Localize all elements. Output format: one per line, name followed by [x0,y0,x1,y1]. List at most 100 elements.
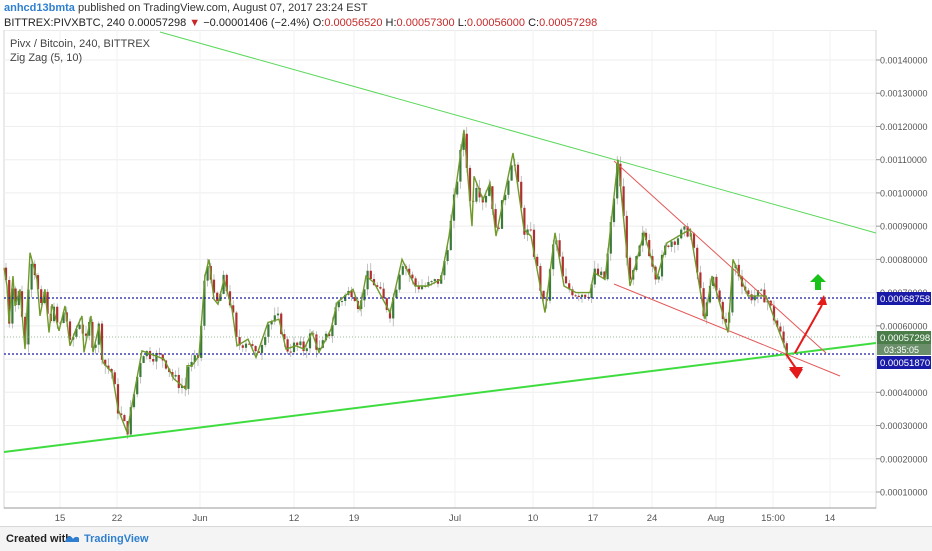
candle-body [161,354,164,361]
x-tick-label: Aug [708,513,725,524]
candle-body [414,278,417,287]
time-axis[interactable]: 15 22 Jun 12 19 Jul 10 17 24 Aug 15:00 14 [4,507,876,524]
candle-body [27,289,30,345]
candle-body [276,313,280,316]
candle-body [667,245,670,247]
candle-body [446,250,449,262]
candle-body [78,324,81,329]
candle-body [4,267,8,281]
candle-body [510,165,513,181]
zigzag-line [3,129,789,435]
candle-body [468,167,472,201]
candle-body [94,344,97,348]
candle-body [379,286,382,289]
candle-body [228,291,232,306]
candle-body [542,290,545,299]
symbol-line: BITTREX:PIVXBTC, 240 [4,17,126,29]
candle-body [676,238,680,245]
candle-body [187,366,190,389]
candle-body [225,274,228,292]
y-tick-label: 0.00090000 [880,222,928,232]
candle-body [20,291,24,317]
candle-body [222,274,225,294]
candle-body [609,222,612,254]
candle-body [270,321,273,325]
candle-body [257,351,260,353]
candle-body [305,348,308,352]
candle-body [369,270,372,280]
candle-body [232,305,235,313]
candle-body [180,385,184,389]
candle-body [299,341,302,346]
candle-body [753,296,756,301]
candle-body [376,285,379,287]
candle-body [708,285,712,303]
candle-body [139,363,142,377]
candle-body [113,372,116,385]
y-tick-label: 0.00110000 [880,155,927,165]
author-link[interactable]: anhcd13bmta [4,2,75,14]
candle-body [289,351,292,353]
y-tick-label: 0.00140000 [880,56,928,66]
candle-body [721,301,724,319]
candle-body [328,333,331,337]
candle-body [244,343,248,348]
candle-body [212,279,216,293]
candle-body [136,376,139,395]
created-with-text: Created with [6,533,73,545]
candle-body [548,269,552,301]
candle-body [40,289,43,304]
candle-body [571,289,574,296]
ohlc-line: BITTREX:PIVXBTC, 240 0.00057298 ▼ −0.000… [4,17,597,30]
candle-body [292,342,296,353]
candle-body [504,194,507,201]
candle-body [776,320,779,327]
x-tick-label: Jun [192,513,207,524]
candle-body [459,149,462,182]
y-tick-label: 0.00080000 [880,255,928,265]
candle-body [600,271,603,276]
plot-area[interactable] [3,30,877,509]
y-tick-label: 0.00130000 [880,89,928,99]
candle-body [251,344,254,346]
x-tick-label: 15 [55,513,66,524]
published-text: published on TradingView.com, August 07,… [77,2,368,14]
candle-body [36,275,40,290]
candle-body [315,334,318,350]
candle-body [350,290,353,298]
price-axis[interactable]: 0.00010000 0.00020000 0.00030000 0.00040000… [876,56,928,498]
candle-body [132,394,136,408]
candle-body [488,186,491,196]
candle-body [392,297,395,319]
candle-body [673,241,676,245]
candle-body [148,350,152,359]
candle-body [280,313,283,335]
header: anhcd13bmta published on TradingView.com… [0,0,932,30]
tradingview-brand-link[interactable]: TradingView [84,533,149,545]
candle-body [622,186,625,216]
red-channel-upper [613,160,827,354]
candle-body [603,271,606,280]
candle-body [324,333,328,341]
x-tick-label: 12 [289,513,300,524]
down-arrow-icon: ▼ [189,17,201,29]
candle-body [465,133,468,168]
price-chart[interactable]: 0.00010000 0.00020000 0.00030000 0.00040000… [0,30,932,526]
candle-body [366,270,369,290]
candle-body [558,240,561,257]
candle-body [625,215,628,258]
y-tick-label: 0.00040000 [880,388,928,398]
candle-body [574,295,577,297]
candle-body [120,413,123,416]
candle-body [334,307,337,326]
green-up-arrow-icon [810,274,826,290]
candle-body [750,294,753,301]
x-tick-label: 15:00 [761,513,785,524]
candle-body [782,331,785,344]
candle-body [398,274,401,290]
candle-body [568,283,571,290]
candle-body [116,384,120,414]
candle-body [584,294,587,297]
candle-body [56,306,59,323]
x-tick-label: Jul [449,513,461,524]
